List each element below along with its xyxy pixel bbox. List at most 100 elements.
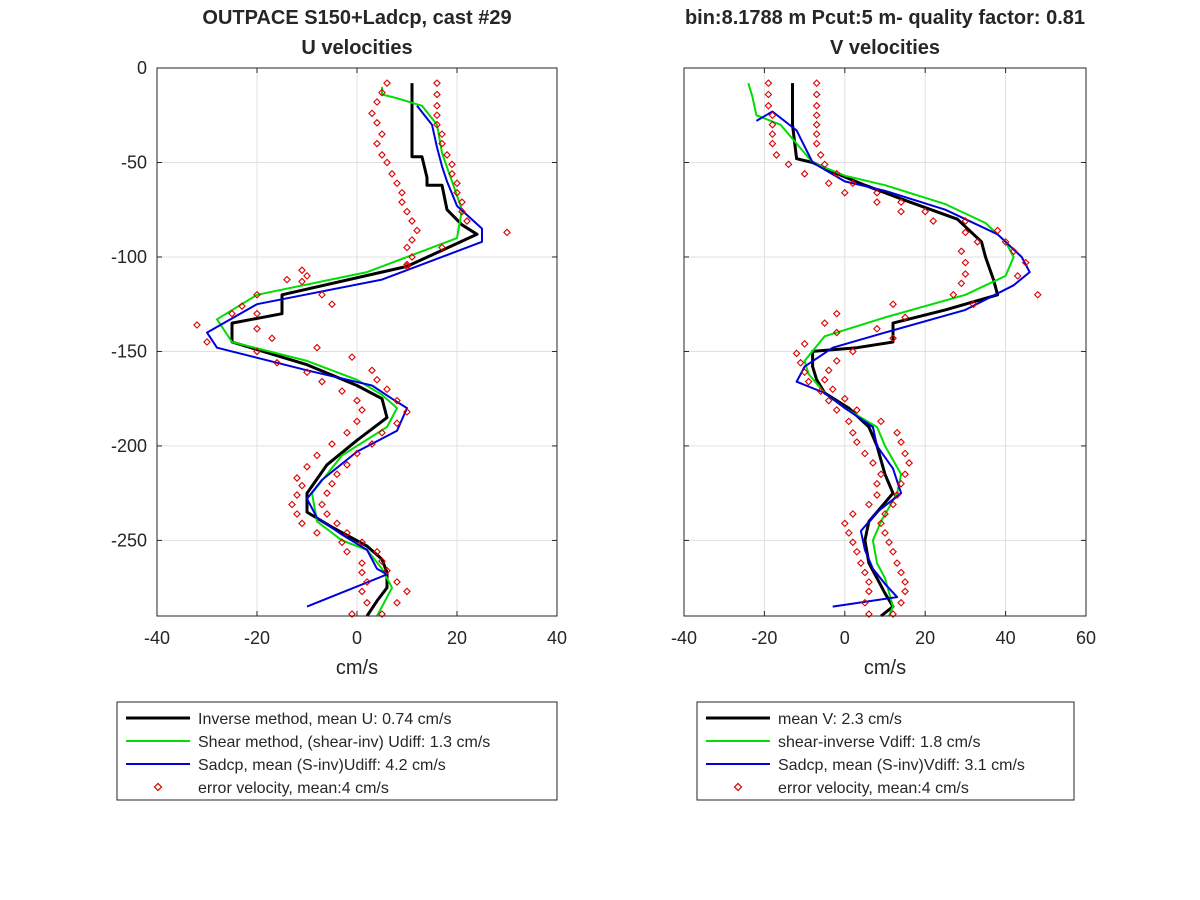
v-error-marker: [961, 228, 970, 237]
u-error-marker: [298, 277, 306, 286]
u-error-marker: [343, 428, 351, 437]
u-error-marker: [368, 440, 376, 448]
v-error-marker: [800, 340, 809, 348]
u-error-marker: [358, 559, 366, 567]
v-error-marker: [832, 406, 841, 414]
u-error-marker: [358, 568, 366, 577]
u-error-marker: [458, 207, 466, 216]
u-error-marker: [273, 358, 281, 367]
u-error-marker: [303, 271, 311, 280]
u-error-marker: [373, 547, 381, 556]
u-error-marker: [353, 449, 361, 458]
v-grid: [684, 68, 1086, 616]
v-error-marker: [812, 101, 821, 110]
v-error-marker: [897, 568, 905, 577]
u-error-marker: [288, 500, 296, 509]
u-error-marker: [448, 160, 456, 169]
v-series-group: [747, 79, 1042, 618]
u-error-marker: [328, 440, 336, 448]
u-x-tick-label: 0: [352, 628, 362, 648]
v-error-marker: [873, 188, 881, 197]
v-error-marker: [840, 394, 849, 403]
u-x-tick-label: 40: [547, 628, 567, 648]
v-error-marker: [832, 357, 841, 365]
u-x-tick-label: -20: [244, 628, 270, 648]
v-error-marker: [901, 470, 909, 479]
v-error-marker: [961, 258, 970, 267]
v-legend-label-mean: mean V: 2.3 cm/s: [778, 711, 902, 728]
v-x-axis-label: cm/s: [864, 657, 906, 679]
u-error-marker: [298, 519, 306, 528]
u-error-marker: [393, 578, 401, 586]
u-error-marker: [358, 587, 366, 596]
v-legend-label-error: error velocity, mean:4 cm/s: [778, 780, 969, 797]
v-error-marker: [852, 438, 861, 447]
v-error-marker: [848, 510, 857, 518]
u-error-marker: [453, 188, 461, 197]
v-x-tick-label: -20: [751, 628, 777, 648]
u-error-marker: [373, 98, 381, 106]
v-error-marker: [832, 169, 841, 178]
u-error-marker: [348, 353, 356, 362]
u-error-marker: [283, 275, 291, 284]
v-error-marker: [893, 491, 901, 499]
u-error-marker: [343, 460, 351, 469]
v-error-marker: [832, 328, 841, 337]
v-error-marker: [889, 300, 897, 309]
v-error-marker: [856, 559, 865, 567]
u-error-marker: [313, 451, 321, 460]
u-error-marker: [373, 139, 381, 148]
u-error-marker: [433, 120, 441, 129]
v-error-marker: [861, 598, 869, 607]
u-panel-title: OUTPACE S150+Ladcp, cast #29: [202, 7, 511, 29]
u-y-tick-label: -250: [111, 530, 147, 550]
u-error-marker: [433, 111, 441, 120]
u-error-marker: [438, 243, 446, 252]
u-error-marker: [318, 377, 326, 386]
v-error-marker: [824, 396, 833, 405]
u-error-marker: [303, 368, 311, 377]
u-error-marker: [363, 578, 371, 586]
u-error-marker: [378, 88, 386, 97]
u-panel-subtitle: U velocities: [301, 37, 412, 59]
v-error-marker: [772, 151, 781, 159]
u-error-marker: [338, 538, 346, 547]
u-y-tick-label: -200: [111, 436, 147, 456]
u-error-marker: [253, 309, 261, 318]
u-error-marker: [398, 198, 406, 207]
u-error-marker: [253, 347, 261, 356]
u-error-marker: [253, 290, 261, 299]
u-error-marker: [408, 217, 416, 225]
u-error-marker: [318, 290, 326, 299]
v-error-marker: [969, 300, 978, 309]
v-panel-title: bin:8.1788 m Pcut:5 m- quality factor: 0…: [685, 7, 1085, 29]
u-error-marker: [253, 324, 261, 333]
v-error-marker: [800, 368, 809, 377]
u-error-marker: [393, 179, 401, 188]
u-error-marker: [333, 519, 341, 528]
v-error-marker: [901, 313, 909, 322]
v-error-marker: [764, 101, 773, 110]
u-y-tick-label: 0: [137, 58, 147, 78]
u-ticks: -40 -20 0 20 400-50-100-150-200-250: [111, 58, 567, 648]
u-legend-label-error: error velocity, mean:4 cm/s: [198, 780, 389, 797]
v-error-marker: [961, 217, 970, 225]
v-error-marker: [973, 237, 982, 246]
v-error-marker: [901, 449, 909, 458]
v-legend-label-sadcp: Sadcp, mean (S-inv)Vdiff: 3.1 cm/s: [778, 757, 1025, 774]
v-error-marker: [848, 538, 857, 547]
u-error-marker: [383, 385, 391, 394]
u-error-marker: [293, 474, 301, 482]
u-error-marker: [363, 598, 371, 607]
u-error-marker: [393, 419, 401, 428]
u-error-marker: [448, 169, 456, 178]
v-error-marker: [897, 207, 905, 216]
u-error-marker: [228, 309, 236, 318]
u-legend: Inverse method, mean U: 0.74 cm/s Shear …: [116, 701, 558, 801]
u-error-marker: [458, 198, 466, 207]
v-legend: mean V: 2.3 cm/s shear-inverse Vdiff: 1.…: [696, 701, 1075, 801]
u-error-marker: [203, 338, 211, 346]
v-error-marker: [820, 375, 829, 384]
u-error-marker: [388, 169, 396, 178]
v-error-marker: [889, 500, 897, 509]
